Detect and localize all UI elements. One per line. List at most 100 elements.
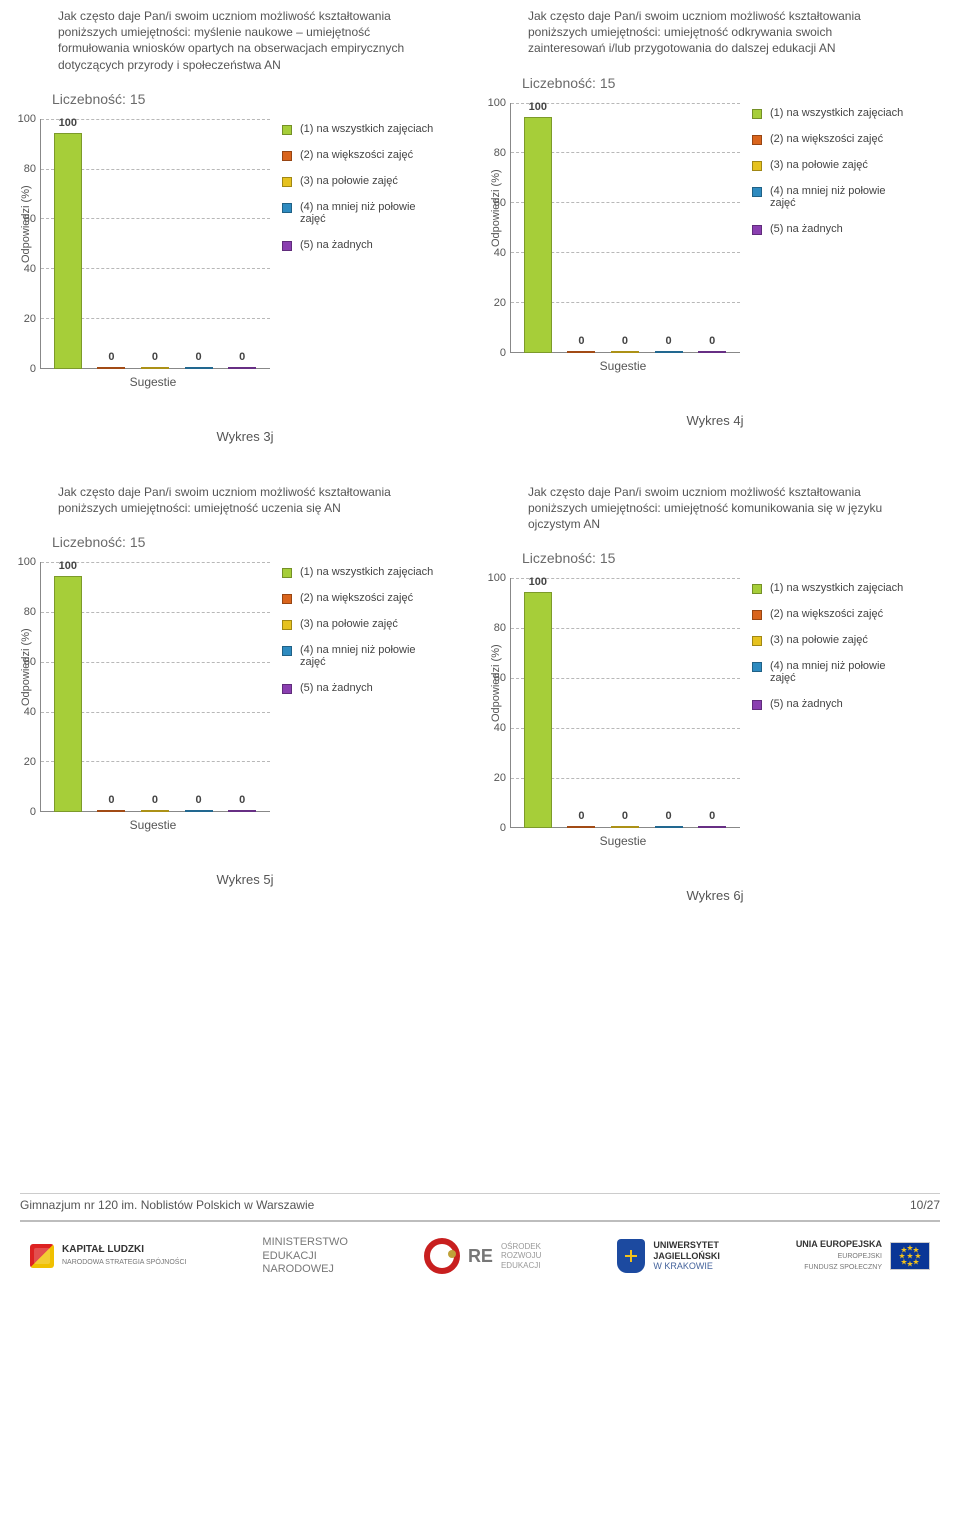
legend-label: (5) na żadnych: [300, 239, 373, 251]
legend-label: (4) na mniej niż połowie zajęć: [300, 644, 442, 668]
y-tick: 80: [494, 147, 506, 159]
legend-item: (5) na żadnych: [282, 682, 442, 694]
bar-value-label: 0: [709, 810, 715, 822]
eu-l2: EUROPEJSKI: [838, 1253, 882, 1260]
bar: [524, 117, 552, 353]
bar-slot: 0: [690, 578, 734, 828]
footer-page-number: 10/27: [910, 1198, 940, 1212]
y-tick: 60: [24, 213, 36, 225]
legend-label: (1) na wszystkich zajęciach: [300, 123, 433, 135]
bar-value-label: 0: [196, 351, 202, 363]
chart-block: Jak często daje Pan/i swoim uczniom możl…: [20, 8, 470, 454]
legend-swatch-icon: [282, 684, 292, 694]
legend-label: (1) na wszystkich zajęciach: [770, 107, 903, 119]
plot-area: 0204060801001000000: [510, 578, 740, 828]
bar: [54, 576, 82, 812]
men-l3: NARODOWEJ: [262, 1263, 334, 1275]
legend-swatch-icon: [752, 187, 762, 197]
legend-label: (5) na żadnych: [300, 682, 373, 694]
uj-icon: [617, 1239, 645, 1273]
legend-swatch-icon: [752, 135, 762, 145]
chart-count: Liczebność: 15: [522, 550, 940, 566]
bar-value-label: 0: [622, 335, 628, 347]
chart-count: Liczebność: 15: [52, 534, 470, 550]
bar-slot: 0: [690, 103, 734, 353]
bar-value-label: 100: [59, 560, 77, 572]
bar: [655, 826, 683, 828]
legend-item: (2) na większości zajęć: [282, 592, 442, 604]
y-tick: 0: [30, 363, 36, 375]
legend-swatch-icon: [752, 700, 762, 710]
legend: (1) na wszystkich zajęciach (2) na większ…: [282, 123, 442, 265]
bar-slot: 0: [603, 578, 647, 828]
legend-swatch-icon: [282, 568, 292, 578]
y-tick: 40: [494, 722, 506, 734]
bar: [567, 351, 595, 353]
legend-swatch-icon: [752, 161, 762, 171]
legend-label: (3) na połowie zajęć: [770, 159, 868, 171]
y-tick: 0: [500, 347, 506, 359]
legend-label: (2) na większości zajęć: [300, 149, 413, 161]
x-axis-label: Sugestie: [600, 834, 647, 848]
legend-label: (3) na połowie zajęć: [300, 618, 398, 630]
bar-slot: 100: [516, 578, 560, 828]
bar-value-label: 0: [108, 351, 114, 363]
uj-l3: W KRAKOWIE: [653, 1261, 713, 1271]
legend-item: (5) na żadnych: [752, 698, 912, 710]
x-axis-label: Sugestie: [130, 375, 177, 389]
eu-l1: UNIA EUROPEJSKA: [796, 1239, 882, 1249]
legend-swatch-icon: [752, 662, 762, 672]
y-tick: 0: [30, 806, 36, 818]
bar-slot: 0: [220, 119, 264, 369]
ore-mark: RE: [468, 1246, 493, 1267]
legend-item: (3) na połowie zajęć: [282, 175, 442, 187]
bar-value-label: 0: [578, 335, 584, 347]
bar-value-label: 0: [709, 335, 715, 347]
legend-label: (4) na mniej niż połowie zajęć: [300, 201, 442, 225]
legend-label: (2) na większości zajęć: [770, 133, 883, 145]
legend-label: (2) na większości zajęć: [300, 592, 413, 604]
y-tick: 60: [24, 656, 36, 668]
legend-label: (4) na mniej niż połowie zajęć: [770, 185, 912, 209]
bar-value-label: 0: [152, 351, 158, 363]
y-tick: 0: [500, 822, 506, 834]
legend-swatch-icon: [282, 620, 292, 630]
logo-kapital-ludzki: KAPITAŁ LUDZKI NARODOWA STRATEGIA SPÓJNO…: [30, 1244, 186, 1268]
chart-caption: Wykres 5j: [20, 872, 470, 887]
bar-slot: 100: [46, 119, 90, 369]
legend-swatch-icon: [282, 241, 292, 251]
bar-value-label: 100: [529, 576, 547, 588]
logo-eu: UNIA EUROPEJSKA EUROPEJSKI FUNDUSZ SPOŁE…: [796, 1239, 930, 1273]
plot-area: 0204060801001000000: [510, 103, 740, 353]
legend-item: (2) na większości zajęć: [752, 133, 912, 145]
legend-swatch-icon: [752, 584, 762, 594]
y-tick: 20: [24, 756, 36, 768]
y-tick: 60: [494, 197, 506, 209]
bar: [97, 367, 125, 369]
bar: [185, 367, 213, 369]
footer-school: Gimnazjum nr 120 im. Noblistów Polskich …: [20, 1198, 314, 1212]
bar: [228, 810, 256, 812]
legend-swatch-icon: [282, 646, 292, 656]
y-tick: 100: [18, 556, 36, 568]
bar-slot: 0: [560, 578, 604, 828]
bar-slot: 0: [133, 119, 177, 369]
eu-flag-icon: [890, 1242, 930, 1270]
legend-item: (4) na mniej niż połowie zajęć: [752, 660, 912, 684]
chart-caption: Wykres 6j: [490, 888, 940, 903]
legend-item: (4) na mniej niż połowie zajęć: [282, 201, 442, 225]
bar-slot: 0: [177, 562, 221, 812]
legend-swatch-icon: [752, 610, 762, 620]
legend-label: (3) na połowie zajęć: [300, 175, 398, 187]
bar-value-label: 0: [666, 335, 672, 347]
men-l2: EDUKACJI: [262, 1250, 316, 1262]
legend-item: (5) na żadnych: [752, 223, 912, 235]
bar-value-label: 0: [666, 810, 672, 822]
men-l1: MINISTERSTWO: [262, 1236, 348, 1248]
ore-l3: EDUKACJI: [501, 1261, 541, 1270]
chart-caption: Wykres 3j: [20, 429, 470, 444]
chart-title: Jak często daje Pan/i swoim uczniom możl…: [58, 484, 438, 516]
bar-value-label: 0: [239, 351, 245, 363]
bar: [698, 826, 726, 828]
ore-icon: [424, 1238, 460, 1274]
